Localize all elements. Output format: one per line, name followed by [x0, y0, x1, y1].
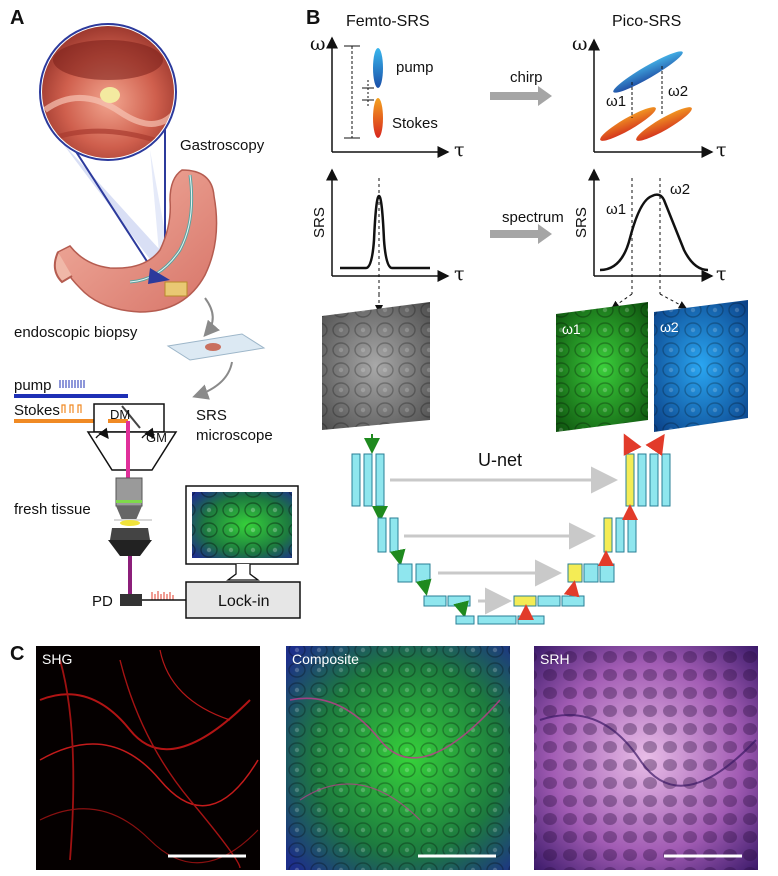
fresh-tissue-sample: [120, 520, 140, 526]
composite-label: Composite: [292, 651, 359, 667]
pump-label: pump: [14, 377, 52, 394]
stokes-pulse-label: Stokes: [392, 115, 438, 132]
femto-tau-axis: τ: [454, 139, 465, 161]
fresh-tissue-label: fresh tissue: [14, 501, 91, 518]
femto-srs-tau-axis: τ: [454, 263, 465, 285]
lockin-box: [185, 581, 301, 619]
srh-label: SRH: [540, 651, 570, 667]
pico-omega1-label: ω1: [606, 93, 626, 110]
srs-microscope-label-1: SRS: [196, 407, 227, 424]
pico-tf-plot: ω τ: [572, 33, 727, 161]
pico-srs-band: [599, 193, 709, 272]
panel-b: B Femto-SRS Pico-SRS ω τ pump Stokes chi…: [306, 7, 748, 625]
pico-srs-plot: SRS τ: [573, 168, 727, 309]
srs-microscope-label-2: microscope: [196, 427, 273, 444]
shg-image: [36, 646, 260, 870]
unet-label: U-net: [478, 450, 522, 470]
pico-srs-title: Pico-SRS: [612, 13, 681, 30]
spectrum-arrow: [490, 224, 552, 244]
pump-pulse-train: [59, 380, 85, 388]
microscope-slide-icon: [166, 333, 266, 361]
femto-srs-plot: SRS τ: [311, 168, 465, 313]
stomach-icon: [53, 169, 218, 313]
monitor-icon: [185, 485, 299, 581]
omega2-blue-image: [654, 300, 748, 432]
stokes-pulse-train: [61, 404, 82, 413]
dm-mirror: [121, 405, 141, 429]
panel-b-letter: B: [306, 7, 320, 29]
photodiode: [120, 594, 142, 606]
pico-omega2-label: ω2: [668, 83, 688, 100]
pico-srs-axis: SRS: [573, 207, 590, 238]
femto-srs-image: [322, 302, 430, 430]
omega1-green-image: [556, 302, 648, 432]
panel-a: A Gastroscopy endo: [10, 7, 301, 619]
lockin-label: Lock-in: [218, 593, 270, 610]
composite-image: [286, 646, 510, 870]
dm-label: DM: [110, 407, 130, 422]
biopsy-arrow: [203, 297, 220, 338]
pd-label: PD: [92, 593, 113, 610]
srh-image: [534, 646, 758, 870]
pico-tau-axis: τ: [716, 139, 727, 161]
unet-diagram: U-net: [351, 433, 671, 625]
slide-arrow: [192, 361, 233, 400]
chirped-pump-pulse: [613, 51, 683, 93]
shg-label: SHG: [42, 651, 72, 667]
blue-image-omega2-label: ω2: [660, 319, 679, 335]
femto-srs-peak: [340, 194, 430, 270]
spectrum-omega2-label: ω2: [670, 181, 690, 198]
pump-pulse: [373, 48, 383, 88]
panel-c: C SHG Composite SRH: [10, 643, 758, 870]
stokes-label: Stokes: [14, 402, 60, 419]
gm-label: GM: [146, 430, 167, 445]
panel-a-letter: A: [10, 7, 24, 29]
panel-c-letter: C: [10, 643, 24, 665]
gastroscope-view-icon: [39, 23, 177, 267]
pd-pulse-train: [151, 591, 174, 600]
pump-pulse-label: pump: [396, 59, 434, 76]
spectrum-omega1-label: ω1: [606, 201, 626, 218]
biopsy-label: endoscopic biopsy: [14, 324, 138, 341]
spectrum-label: spectrum: [502, 209, 564, 226]
stokes-pulse: [373, 98, 383, 138]
femto-omega-axis: ω: [310, 33, 326, 55]
chirped-stokes-pulse-2: [636, 107, 692, 141]
femto-tf-plot: ω τ: [310, 33, 465, 161]
chirped-stokes-pulse-1: [600, 107, 656, 141]
pico-srs-tau-axis: τ: [716, 263, 727, 285]
femto-srs-axis: SRS: [311, 207, 328, 238]
pico-omega-axis: ω: [572, 33, 588, 55]
chirp-arrow: [490, 86, 552, 106]
gastroscopy-label: Gastroscopy: [180, 137, 265, 154]
green-image-omega1-label: ω1: [562, 321, 581, 337]
femto-srs-title: Femto-SRS: [346, 13, 430, 30]
objective-lens-icon: [108, 477, 152, 556]
chirp-label: chirp: [510, 69, 543, 86]
